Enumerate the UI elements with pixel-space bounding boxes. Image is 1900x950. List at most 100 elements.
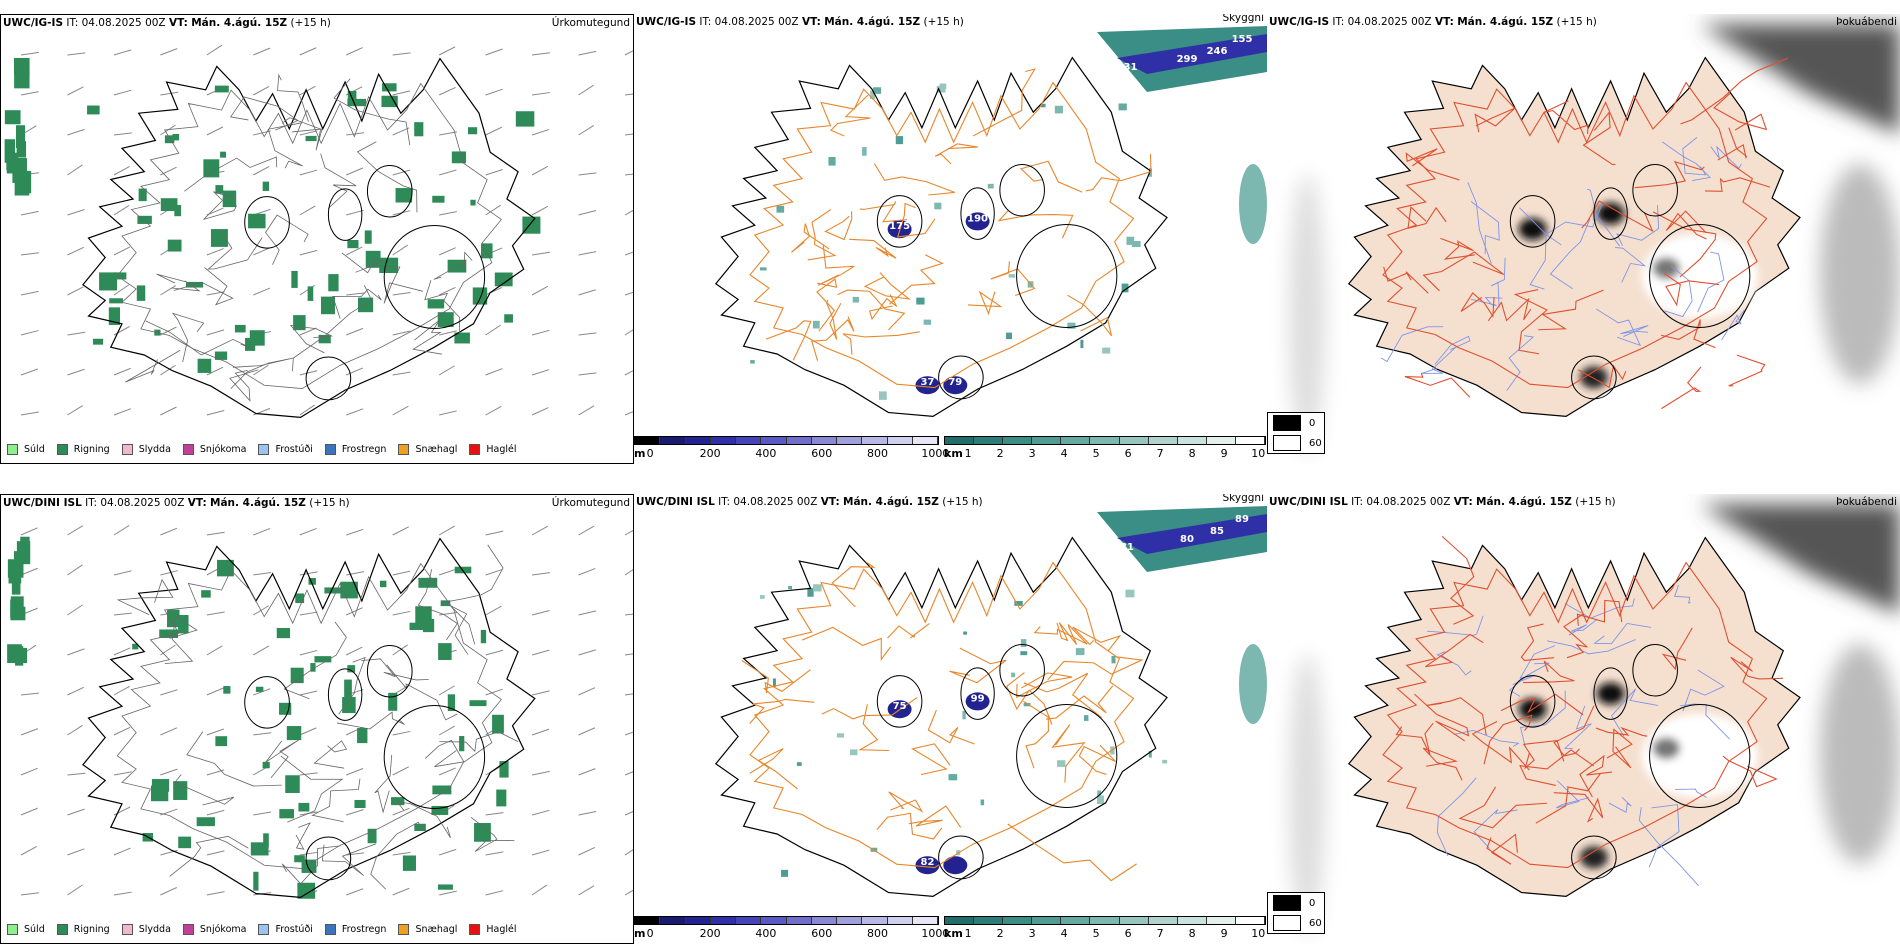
wind-barb bbox=[578, 885, 595, 896]
ceiling-panel-row1: 231 299 246 155 175 190 37 79 75 UWC/IG-IS IT: 0… bbox=[634, 14, 1267, 464]
wind-barb bbox=[206, 366, 224, 376]
fog-patch bbox=[1700, 504, 1900, 614]
ring-road bbox=[749, 561, 1135, 869]
wind-barb bbox=[578, 372, 597, 376]
wind-barb bbox=[624, 93, 633, 96]
river bbox=[1549, 218, 1591, 290]
road-segment bbox=[336, 711, 405, 730]
precip-type-legend: Súld Rigning Slydda Snjókoma Frostúði Frostre… bbox=[7, 441, 529, 457]
glacier-outlines bbox=[244, 164, 486, 401]
rain-cell bbox=[160, 198, 178, 212]
wind-barb bbox=[20, 411, 39, 416]
lead-time: (+15 h) bbox=[1556, 16, 1597, 28]
low-visibility-cell bbox=[760, 595, 765, 599]
legend-item: Frostregn bbox=[324, 923, 386, 935]
glacier-outline bbox=[1632, 163, 1678, 217]
road-segment bbox=[868, 294, 898, 321]
low-visibility-cell bbox=[980, 799, 985, 806]
colorbar-tick-label: 7 bbox=[1156, 927, 1164, 940]
colorbar-bin bbox=[1032, 917, 1062, 924]
fog-field-ocean bbox=[1289, 504, 1900, 934]
wind-barb bbox=[439, 131, 457, 136]
model-name: UWC/DINI ISL bbox=[636, 496, 715, 508]
rain-cell bbox=[290, 667, 304, 684]
colorbar-tick-label: 0 bbox=[646, 447, 654, 460]
wind-barb bbox=[206, 126, 224, 136]
road-segment bbox=[1664, 273, 1720, 307]
init-time: 04.08.2025 00Z bbox=[733, 496, 818, 508]
legend-swatch bbox=[7, 923, 18, 935]
legend-swatch bbox=[324, 923, 336, 935]
rain-cell bbox=[364, 230, 372, 244]
rain-cell bbox=[422, 618, 435, 633]
colorbar-bin bbox=[1061, 437, 1091, 444]
wind-barb bbox=[438, 365, 455, 376]
glacier-outline bbox=[1593, 667, 1628, 720]
legend-swatch bbox=[121, 923, 133, 935]
low-visibility-cell bbox=[1148, 168, 1152, 177]
colorbar-bin bbox=[1003, 437, 1033, 444]
wind-barb bbox=[392, 169, 411, 176]
glacier-outline bbox=[366, 644, 413, 698]
river-network bbox=[1380, 137, 1745, 391]
wind-barb bbox=[253, 645, 270, 656]
wind-barb bbox=[20, 527, 38, 536]
road-segment bbox=[361, 658, 429, 681]
river bbox=[1436, 651, 1472, 676]
legend-label: Haglél bbox=[486, 443, 517, 455]
wind-barb bbox=[531, 690, 550, 696]
wind-barb bbox=[67, 525, 84, 536]
rain-cell bbox=[151, 779, 170, 792]
wind-barb bbox=[438, 247, 456, 256]
rain-cell bbox=[347, 90, 357, 102]
road-segment bbox=[207, 232, 263, 270]
river bbox=[1568, 619, 1597, 636]
river bbox=[1664, 265, 1693, 318]
wind-barb bbox=[578, 405, 595, 416]
low-visibility-cell bbox=[828, 156, 836, 166]
legend-swatch bbox=[258, 923, 270, 935]
colorbar-strip bbox=[634, 916, 939, 925]
road-segment bbox=[1522, 740, 1565, 770]
wind-barb bbox=[578, 525, 595, 536]
wind-barb bbox=[20, 892, 39, 896]
low-visibility-cell bbox=[1006, 332, 1012, 340]
wind-barb bbox=[624, 731, 633, 736]
river bbox=[1697, 251, 1725, 313]
low-visibility-cell bbox=[923, 319, 932, 325]
road-segment bbox=[173, 267, 234, 306]
low-visibility-cell bbox=[1057, 760, 1066, 767]
colorbar-tick-label: 8 bbox=[1188, 447, 1196, 460]
rain-cell bbox=[522, 216, 541, 234]
river bbox=[1710, 145, 1742, 169]
colorbar-tick-label: 600 bbox=[811, 447, 833, 460]
rain-cell bbox=[454, 332, 470, 344]
wind-barb bbox=[113, 612, 132, 616]
road-segment bbox=[440, 544, 504, 604]
wind-barb bbox=[113, 771, 132, 776]
rain-cell bbox=[167, 609, 180, 628]
colorbar-bin bbox=[811, 437, 837, 444]
panel-header: UWC/DINI ISL IT: 04.08.2025 00Z VT: Mán.… bbox=[3, 497, 630, 509]
low-visibility-cell bbox=[1041, 103, 1046, 108]
colorbar-bin bbox=[887, 917, 913, 924]
colorbar-tick-label: 0 bbox=[646, 927, 654, 940]
rain-cell bbox=[494, 272, 513, 287]
wind-barb bbox=[160, 124, 176, 136]
glacier-outline bbox=[1593, 187, 1628, 240]
wind-barb bbox=[299, 571, 318, 576]
wind-barb bbox=[160, 406, 177, 416]
road-segment bbox=[934, 143, 978, 165]
ring-road bbox=[116, 562, 502, 869]
colorbar-tick-label: 1000 bbox=[921, 447, 950, 460]
road-segment bbox=[1078, 744, 1116, 775]
fog-panel-row2: UWC/DINI ISL IT: 04.08.2025 00Z VT: Mán.… bbox=[1267, 494, 1900, 944]
road-segment bbox=[1440, 237, 1475, 260]
wind-barb bbox=[253, 811, 272, 816]
low-visibility-cell bbox=[963, 631, 968, 635]
colorbar-bin bbox=[974, 917, 1004, 924]
wind-barb bbox=[67, 772, 86, 776]
wind-barb bbox=[531, 770, 550, 776]
rain-cell bbox=[365, 250, 381, 268]
rain-cell bbox=[285, 775, 300, 793]
